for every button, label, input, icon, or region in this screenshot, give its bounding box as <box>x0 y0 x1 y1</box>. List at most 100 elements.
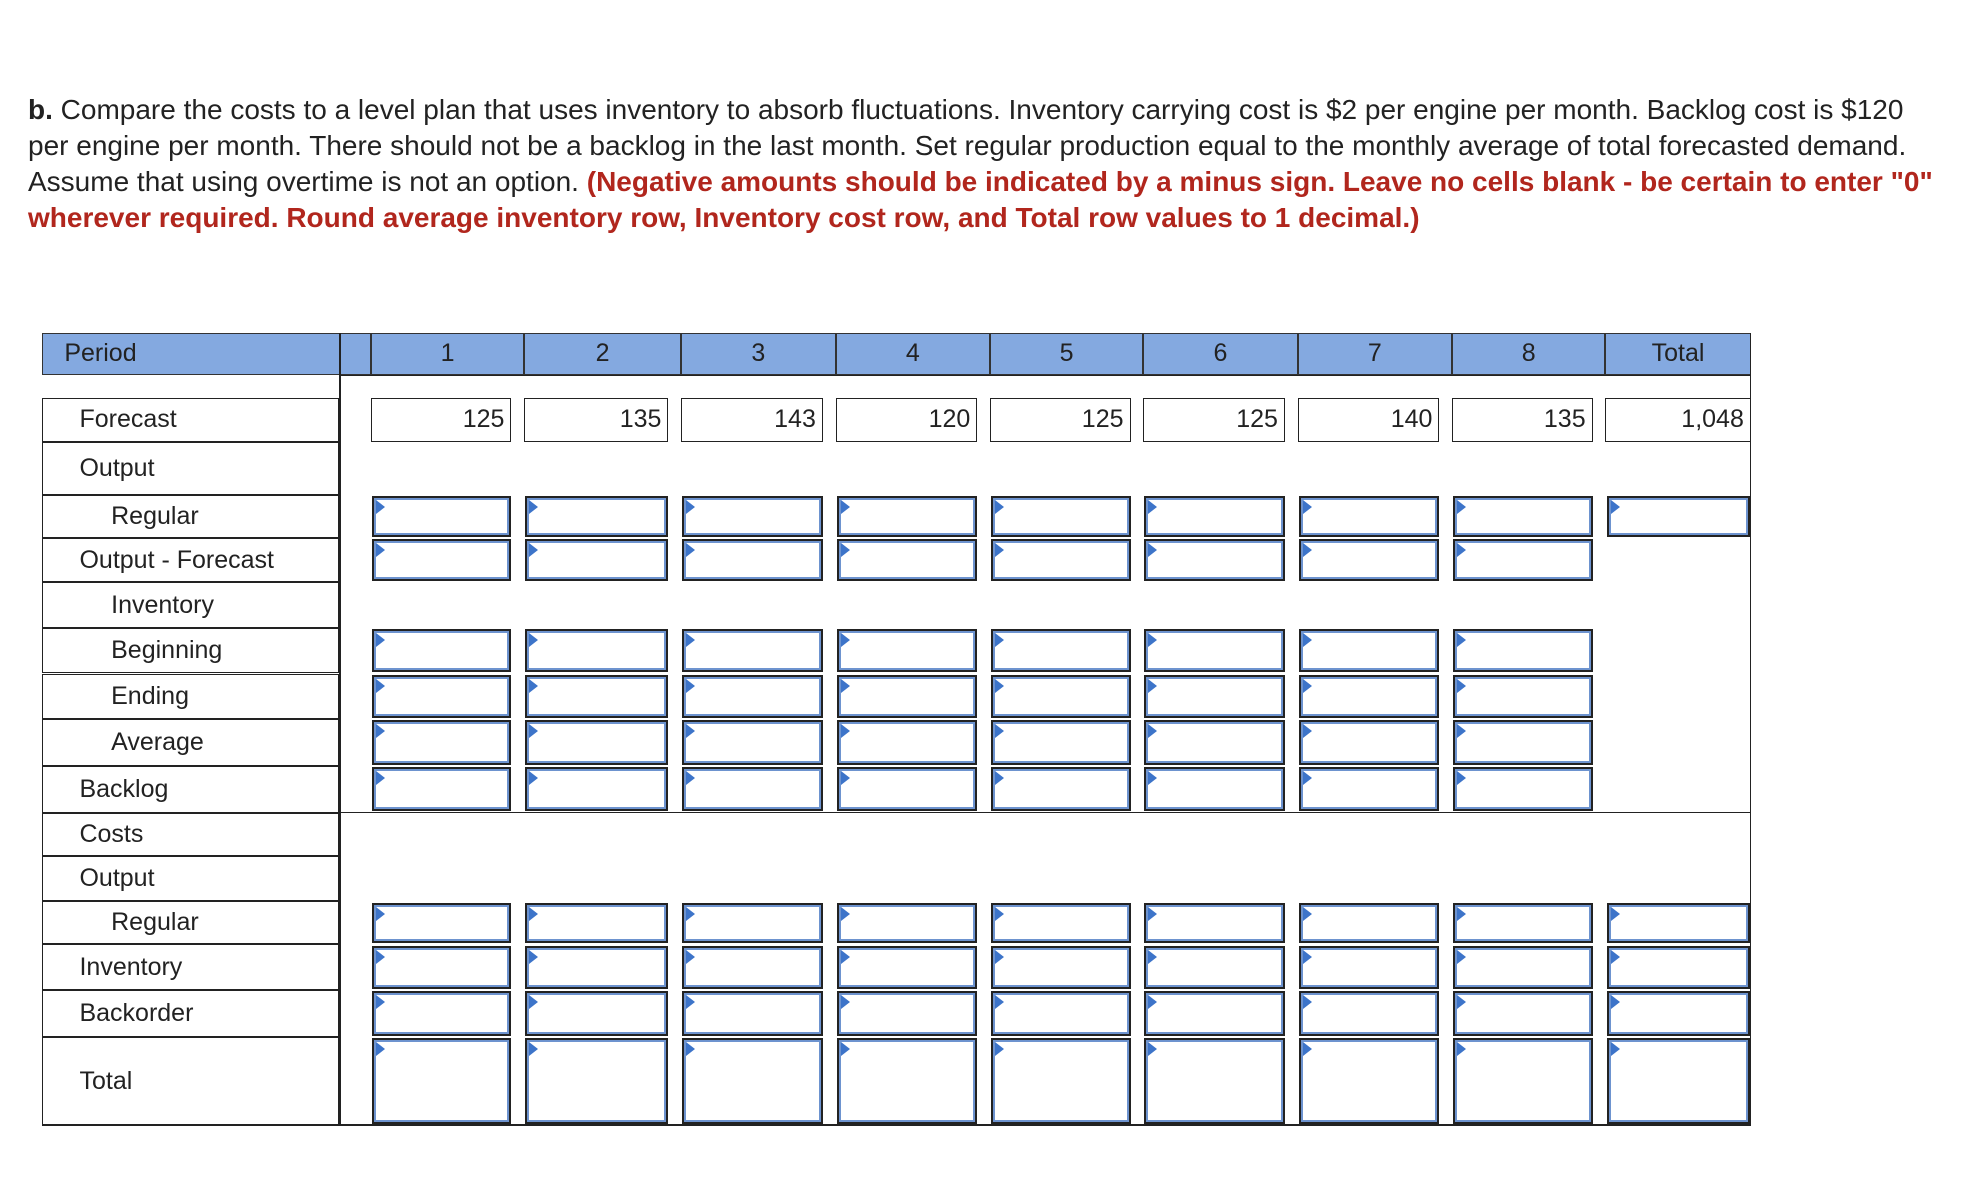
input-cell[interactable] <box>682 539 823 582</box>
input-cell[interactable] <box>1144 1038 1285 1125</box>
input-cell[interactable] <box>1144 945 1285 989</box>
input-cell[interactable] <box>1453 720 1593 765</box>
input-cell[interactable] <box>1298 496 1440 537</box>
input-cell[interactable] <box>1298 1038 1440 1125</box>
input-cell[interactable] <box>682 991 823 1036</box>
input-cell[interactable] <box>1453 991 1593 1036</box>
input-cell[interactable] <box>836 767 978 812</box>
forecast-value: 125 <box>370 397 512 442</box>
input-cell[interactable] <box>1453 496 1593 537</box>
input-cell[interactable] <box>1606 1038 1750 1125</box>
input-cell[interactable] <box>1298 991 1440 1036</box>
input-cell[interactable] <box>991 539 1131 582</box>
input-cell[interactable] <box>836 1038 978 1125</box>
input-cell[interactable] <box>991 629 1131 673</box>
input-cell[interactable] <box>991 1038 1131 1125</box>
input-cell[interactable] <box>1453 674 1593 718</box>
input-cell[interactable] <box>1298 539 1440 582</box>
input-cell[interactable] <box>682 720 823 765</box>
input-cell[interactable] <box>372 945 512 989</box>
input-cell[interactable] <box>1606 496 1750 537</box>
input-cell[interactable] <box>1144 767 1285 812</box>
input-cell[interactable] <box>682 767 823 812</box>
input-cell[interactable] <box>682 945 823 989</box>
header-cell: Period <box>41 332 371 375</box>
input-cell[interactable] <box>1298 674 1440 718</box>
input-cell[interactable] <box>836 720 978 765</box>
input-cell[interactable] <box>682 629 823 673</box>
input-marker <box>529 906 539 921</box>
input-marker <box>529 724 539 739</box>
input-cell[interactable] <box>682 496 823 537</box>
input-marker <box>840 678 850 693</box>
input-cell[interactable] <box>1144 496 1285 537</box>
input-cell[interactable] <box>1144 539 1285 582</box>
input-cell[interactable] <box>525 496 669 537</box>
input-cell[interactable] <box>1144 720 1285 765</box>
input-cell[interactable] <box>836 674 978 718</box>
input-marker <box>1457 1042 1467 1057</box>
input-cell[interactable] <box>525 1038 669 1125</box>
input-cell[interactable] <box>682 1038 823 1125</box>
input-cell[interactable] <box>991 496 1131 537</box>
input-marker <box>1610 995 1620 1010</box>
input-cell[interactable] <box>525 674 669 718</box>
input-cell[interactable] <box>1298 767 1440 812</box>
input-cell[interactable] <box>991 991 1131 1036</box>
input-cell[interactable] <box>372 629 512 673</box>
input-cell[interactable] <box>1144 674 1285 718</box>
input-cell[interactable] <box>836 902 978 944</box>
input-cell[interactable] <box>991 902 1131 944</box>
input-marker <box>1610 500 1620 515</box>
input-cell[interactable] <box>525 629 669 673</box>
input-cell[interactable] <box>682 902 823 944</box>
input-cell[interactable] <box>525 767 669 812</box>
input-cell[interactable] <box>1144 902 1285 944</box>
input-cell[interactable] <box>836 496 978 537</box>
input-marker <box>376 906 386 921</box>
input-cell[interactable] <box>525 539 669 582</box>
input-cell[interactable] <box>1453 945 1593 989</box>
input-marker <box>840 995 850 1010</box>
input-cell[interactable] <box>1453 1038 1593 1125</box>
input-cell[interactable] <box>372 902 512 944</box>
input-cell[interactable] <box>836 629 978 673</box>
input-cell[interactable] <box>1453 629 1593 673</box>
input-cell[interactable] <box>372 767 512 812</box>
row-label: Regular <box>41 901 340 945</box>
input-cell[interactable] <box>1453 902 1593 944</box>
input-cell[interactable] <box>991 945 1131 989</box>
input-cell[interactable] <box>1298 720 1440 765</box>
input-cell[interactable] <box>372 1038 512 1125</box>
input-marker <box>840 633 850 648</box>
input-cell[interactable] <box>525 902 669 944</box>
input-cell[interactable] <box>1298 629 1440 673</box>
input-cell[interactable] <box>1606 991 1750 1036</box>
input-cell[interactable] <box>1606 902 1750 944</box>
input-cell[interactable] <box>1453 767 1593 812</box>
input-cell[interactable] <box>1606 945 1750 989</box>
input-cell[interactable] <box>372 991 512 1036</box>
input-cell[interactable] <box>991 767 1131 812</box>
input-cell[interactable] <box>836 945 978 989</box>
input-cell[interactable] <box>1298 945 1440 989</box>
input-cell[interactable] <box>525 720 669 765</box>
input-marker <box>529 1042 539 1057</box>
input-cell[interactable] <box>525 991 669 1036</box>
input-cell[interactable] <box>836 539 978 582</box>
input-cell[interactable] <box>682 674 823 718</box>
input-cell[interactable] <box>372 674 512 718</box>
input-cell[interactable] <box>1453 539 1593 582</box>
input-marker <box>376 724 386 739</box>
input-cell[interactable] <box>1298 902 1440 944</box>
input-cell[interactable] <box>372 539 512 582</box>
input-cell[interactable] <box>525 945 669 989</box>
input-cell[interactable] <box>991 720 1131 765</box>
input-cell[interactable] <box>1144 629 1285 673</box>
input-cell[interactable] <box>372 720 512 765</box>
input-cell[interactable] <box>991 674 1131 718</box>
input-cell[interactable] <box>836 991 978 1036</box>
input-marker <box>1610 1042 1620 1057</box>
input-cell[interactable] <box>1144 991 1285 1036</box>
input-cell[interactable] <box>372 496 512 537</box>
